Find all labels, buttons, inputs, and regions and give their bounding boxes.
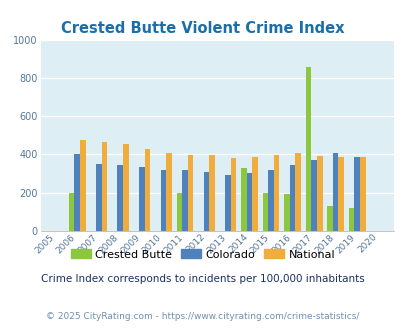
Bar — [182, 170, 187, 231]
Bar — [295, 153, 300, 231]
Bar — [284, 194, 289, 231]
Bar — [338, 157, 343, 231]
Bar — [241, 168, 246, 231]
Bar — [117, 165, 123, 231]
Bar — [273, 155, 279, 231]
Text: Crested Butte Violent Crime Index: Crested Butte Violent Crime Index — [61, 21, 344, 36]
Bar — [96, 164, 101, 231]
Bar — [144, 149, 150, 231]
Bar — [187, 155, 193, 231]
Bar — [268, 170, 273, 231]
Bar — [166, 153, 171, 231]
Bar — [225, 176, 230, 231]
Legend: Crested Butte, Colorado, National: Crested Butte, Colorado, National — [66, 245, 339, 264]
Bar — [203, 172, 209, 231]
Bar — [332, 153, 338, 231]
Bar — [326, 206, 332, 231]
Bar — [311, 160, 316, 231]
Bar — [262, 193, 268, 231]
Bar — [139, 167, 144, 231]
Text: © 2025 CityRating.com - https://www.cityrating.com/crime-statistics/: © 2025 CityRating.com - https://www.city… — [46, 312, 359, 321]
Bar — [305, 67, 311, 231]
Bar — [80, 140, 85, 231]
Bar — [348, 208, 354, 231]
Bar — [101, 142, 107, 231]
Bar — [68, 193, 74, 231]
Bar — [289, 165, 295, 231]
Bar — [246, 173, 252, 231]
Bar — [160, 170, 166, 231]
Bar — [354, 157, 359, 231]
Bar — [252, 157, 257, 231]
Bar — [316, 156, 322, 231]
Bar — [123, 144, 128, 231]
Bar — [176, 193, 182, 231]
Bar — [230, 158, 236, 231]
Bar — [359, 157, 365, 231]
Bar — [209, 155, 214, 231]
Text: Crime Index corresponds to incidents per 100,000 inhabitants: Crime Index corresponds to incidents per… — [41, 274, 364, 284]
Bar — [74, 154, 80, 231]
